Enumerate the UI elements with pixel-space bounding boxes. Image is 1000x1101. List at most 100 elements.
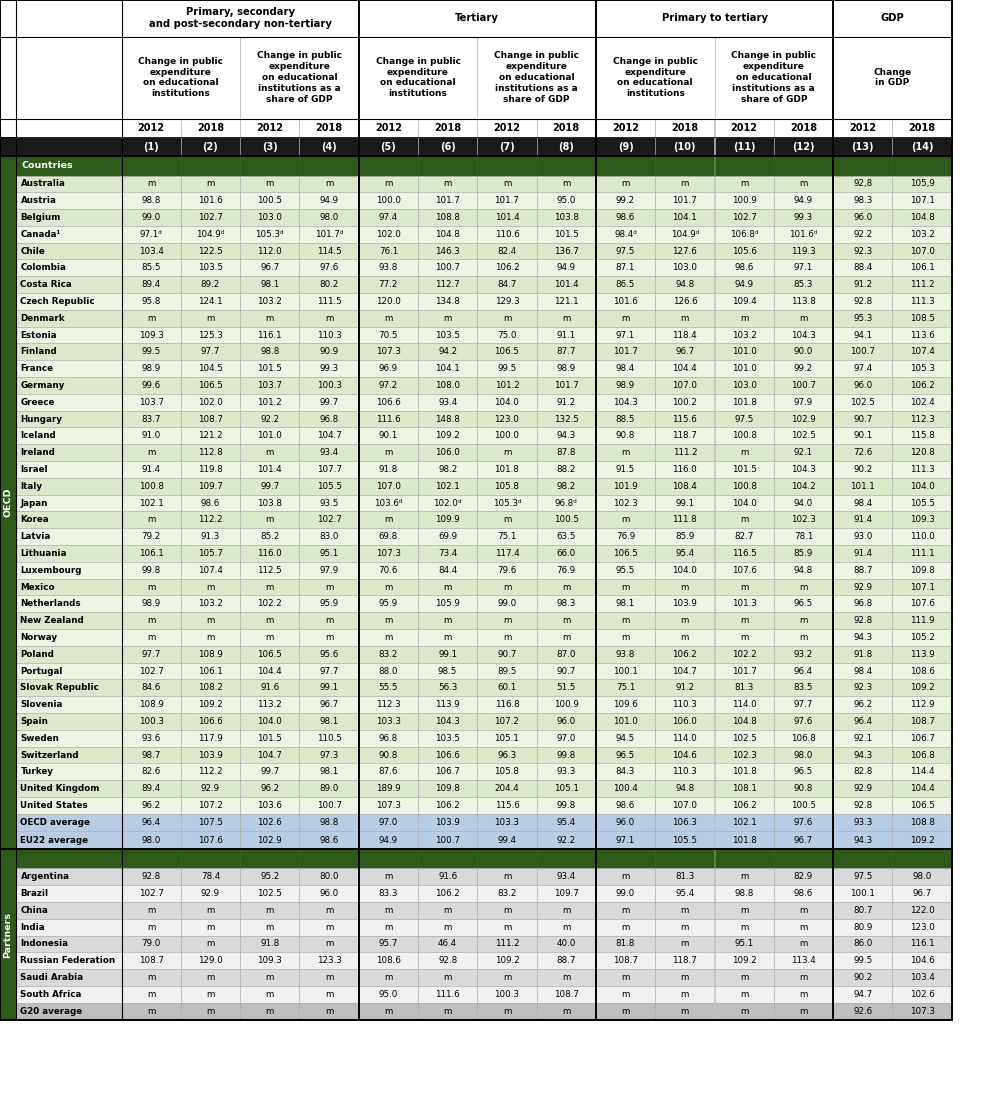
Text: 91.0: 91.0 [142,432,161,440]
Bar [299,175,359,193]
Bar [359,781,418,797]
Text: 88.5: 88.5 [616,415,635,424]
Text: Poland: Poland [20,650,54,658]
Bar [181,175,240,193]
Bar [833,885,892,902]
Text: 104.4: 104.4 [672,364,697,373]
Text: m: m [681,1007,689,1016]
Bar [477,478,537,494]
Text: m: m [740,314,748,323]
Bar [122,156,181,175]
Text: m: m [325,1007,333,1016]
Text: m: m [621,872,630,881]
Bar [892,276,952,293]
Text: Tertiary: Tertiary [455,13,499,23]
Text: m: m [147,923,155,931]
Bar [596,528,655,545]
Bar [299,209,359,226]
Bar [181,344,240,360]
Text: 82.7: 82.7 [734,532,754,542]
Text: m: m [206,1007,215,1016]
Bar [16,831,122,849]
Bar [0,646,16,663]
Bar [359,193,418,209]
Text: (13): (13) [852,142,874,152]
Bar [240,562,299,579]
Text: 98.6: 98.6 [616,802,635,810]
Bar [359,394,418,411]
Text: 117.4: 117.4 [495,549,519,558]
Bar [240,512,299,528]
Text: m: m [325,906,333,915]
Bar [240,612,299,629]
Bar [0,175,16,193]
Bar [477,394,537,411]
Text: 102.7: 102.7 [139,890,164,898]
Text: 82.6: 82.6 [142,767,161,776]
Bar [359,209,418,226]
Text: 97.6: 97.6 [319,263,339,272]
Bar [477,1003,537,1021]
Bar [16,226,122,242]
Bar [774,226,833,242]
Bar [299,545,359,562]
Bar [537,156,596,175]
Text: m: m [681,179,689,188]
Bar [714,562,774,579]
Bar [418,293,477,309]
Bar [714,344,774,360]
Bar [714,209,774,226]
Bar [122,0,359,36]
Bar [892,885,952,902]
Text: 98.4: 98.4 [853,666,872,676]
Bar [16,612,122,629]
Text: 100.8: 100.8 [139,482,164,491]
Bar [892,411,952,427]
Bar [655,494,714,512]
Text: 101.5: 101.5 [554,230,579,239]
Text: 91.3: 91.3 [201,532,220,542]
Text: 106.5: 106.5 [910,802,934,810]
Text: 105.2: 105.2 [910,633,934,642]
Bar [774,629,833,646]
Text: 104.1: 104.1 [672,212,697,222]
Bar [299,696,359,713]
Bar [596,242,655,260]
Bar [655,1003,714,1021]
Bar [0,528,16,545]
Text: 100.7: 100.7 [850,348,875,357]
Bar [359,512,418,528]
Text: 101.0: 101.0 [732,348,757,357]
Bar [359,646,418,663]
Text: 95.9: 95.9 [379,599,398,609]
Bar [418,730,477,746]
Bar [892,696,952,713]
Text: 204.4: 204.4 [495,784,519,793]
Text: m: m [503,515,511,524]
Bar [299,411,359,427]
Text: 98.3: 98.3 [853,196,872,205]
Bar [359,309,418,327]
Text: 88.2: 88.2 [557,465,576,475]
Text: m: m [621,973,630,982]
Text: m: m [147,448,155,457]
Text: m: m [503,179,511,188]
Text: m: m [681,990,689,999]
Bar [299,427,359,445]
Bar [714,579,774,596]
Text: 107.4: 107.4 [198,566,223,575]
Text: 91.8: 91.8 [260,939,279,948]
Text: 126.6: 126.6 [673,297,697,306]
Bar [359,445,418,461]
Text: Sweden: Sweden [20,733,59,743]
Bar [833,119,892,137]
Text: 107.0: 107.0 [672,381,697,390]
Text: m: m [266,515,274,524]
Bar [596,797,655,814]
Bar [774,663,833,679]
Text: 107.7: 107.7 [317,465,342,475]
Text: Japan: Japan [20,499,48,508]
Bar [122,612,181,629]
Text: 93.2: 93.2 [794,650,813,658]
Bar [0,713,16,730]
